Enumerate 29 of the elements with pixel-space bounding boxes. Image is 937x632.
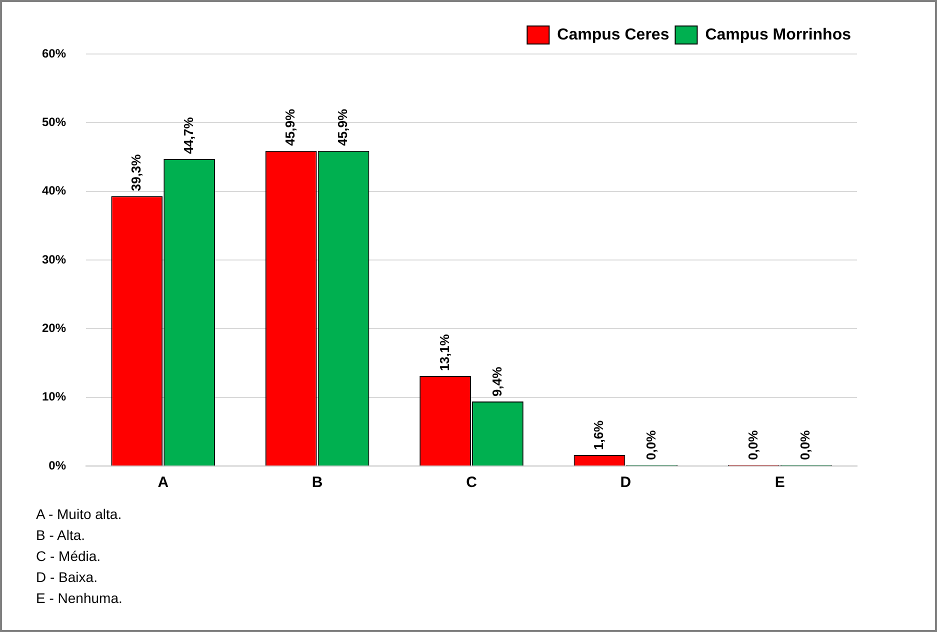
data-label: 13,1% (436, 334, 452, 372)
data-label: 1,6% (591, 420, 606, 450)
data-label: 0,0% (798, 430, 813, 460)
data-label: 45,9% (335, 108, 350, 146)
y-tick-label: 30% (42, 252, 66, 266)
data-label: 39,3% (128, 154, 144, 192)
data-label: 0,0% (745, 430, 760, 460)
data-label: 9,4% (489, 366, 504, 396)
y-tick-label: 0% (48, 458, 66, 472)
text: B - Alta. (36, 526, 86, 545)
data-label: 44,7% (180, 116, 196, 154)
x-tick-label: C (466, 474, 478, 492)
x-tick-label: B (312, 474, 323, 492)
data-label: 0,0% (643, 430, 658, 460)
data-label: 45,9% (282, 108, 298, 146)
text: D - Baixa. (36, 568, 98, 587)
legend-label: Campus Morrinhos (705, 26, 852, 44)
x-tick-label: E (774, 474, 785, 492)
text: C - Média. (36, 547, 102, 566)
text: A - Muito alta. (36, 505, 123, 524)
y-tick-label: 60% (42, 46, 66, 60)
y-tick-label: 40% (42, 184, 66, 198)
y-tick-label: 10% (42, 390, 66, 404)
y-tick-label: 20% (42, 320, 66, 335)
x-tick-label: A (158, 474, 169, 492)
text: E - Nenhuma. (36, 589, 124, 608)
legend-label: Campus Ceres (557, 26, 670, 44)
x-tick-label: D (620, 474, 632, 492)
y-tick-label: 50% (42, 114, 66, 129)
